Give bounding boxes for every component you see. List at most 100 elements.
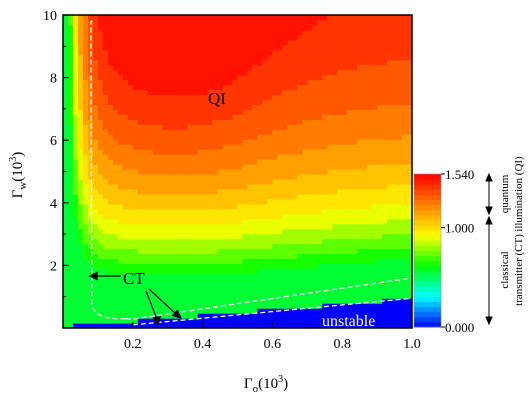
heat-cell (202, 273, 209, 279)
heat-cell (357, 298, 363, 304)
heat-cell (227, 144, 234, 150)
heat-cell (332, 39, 338, 46)
heat-cell (312, 298, 318, 304)
heat-cell (77, 39, 84, 46)
heat-cell (82, 169, 89, 175)
heat-cell (217, 169, 224, 175)
heat-cell (172, 49, 179, 56)
heat-cell (342, 109, 348, 115)
heat-cell (137, 19, 144, 26)
heat-cell (107, 178, 114, 185)
heat-cell (177, 238, 184, 245)
heat-cell (362, 173, 368, 180)
heat-cell (377, 24, 383, 31)
heat-cell (237, 323, 244, 328)
heat-cell (167, 278, 174, 284)
heat-cell (67, 114, 74, 120)
heat-cell (232, 24, 239, 31)
heat-cell (332, 248, 338, 255)
heat-cell (247, 213, 254, 220)
heat-cell (232, 149, 239, 155)
heat-cell (392, 149, 398, 155)
heat-cell (77, 19, 84, 26)
heat-cell (162, 159, 169, 165)
heat-cell (267, 193, 273, 200)
heat-cell (292, 263, 298, 269)
heat-cell (297, 173, 303, 180)
heat-cell (117, 313, 124, 319)
heat-cell (237, 109, 244, 115)
heat-cell (267, 159, 273, 165)
heat-cell (102, 164, 109, 170)
heat-cell (387, 19, 393, 26)
heat-cell (112, 154, 119, 160)
heat-cell (347, 24, 353, 31)
heat-cell (337, 89, 343, 96)
heat-cell (322, 89, 328, 96)
heat-cell (337, 188, 343, 195)
heat-cell (327, 218, 333, 225)
heat-cell (272, 24, 278, 31)
heat-cell (192, 149, 199, 155)
heat-cell (112, 243, 119, 250)
heat-cell (212, 173, 219, 180)
heat-cell (322, 313, 328, 319)
heat-cell (277, 104, 283, 110)
heat-cell (297, 24, 303, 31)
heat-cell (82, 64, 89, 71)
heat-cell (272, 39, 278, 46)
heat-cell (312, 154, 318, 160)
heat-cell (302, 248, 308, 255)
heat-cell (302, 238, 308, 245)
heat-cell (162, 109, 169, 115)
heat-cell (402, 303, 408, 309)
heat-cell (167, 94, 174, 101)
heat-cell (132, 94, 139, 101)
heat-cell (127, 323, 134, 328)
heat-cell (122, 74, 129, 81)
heat-cell (82, 218, 89, 225)
heat-cell (252, 164, 259, 170)
heat-cell (132, 159, 139, 165)
heat-cell (152, 119, 159, 125)
heat-cell (347, 129, 353, 135)
heat-cell (177, 19, 184, 26)
heat-cell (392, 19, 398, 26)
heat-cell (232, 44, 239, 51)
heat-cell (102, 49, 109, 56)
heat-cell (72, 99, 79, 106)
heat-cell (257, 278, 264, 284)
heat-cell (372, 303, 378, 309)
heat-cell (67, 253, 74, 260)
heat-cell (347, 139, 353, 145)
heat-cell (242, 24, 249, 31)
heat-cell (267, 59, 273, 66)
heat-cell (287, 79, 293, 86)
heat-cell (292, 84, 298, 91)
heat-cell (312, 44, 318, 51)
heat-cell (212, 124, 219, 130)
heat-cell (237, 154, 244, 160)
heat-cell (192, 124, 199, 130)
heat-cell (63, 208, 69, 215)
heat-cell (137, 213, 144, 220)
heat-cell (242, 15, 249, 21)
heat-cell (242, 74, 249, 81)
heat-cell (297, 15, 303, 21)
heat-cell (212, 203, 219, 210)
heat-cell (227, 134, 234, 140)
heat-cell (402, 173, 408, 180)
heat-cell (207, 29, 214, 36)
heat-cell (397, 193, 403, 200)
heat-cell (192, 188, 199, 195)
heat-cell (362, 74, 368, 81)
heat-cell (107, 104, 114, 110)
heat-cell (262, 273, 269, 279)
heat-cell (302, 139, 308, 145)
heat-cell (277, 233, 283, 240)
heat-cell (242, 134, 249, 140)
heat-cell (382, 109, 388, 115)
heat-cell (77, 119, 84, 125)
heat-cell (212, 218, 219, 225)
heat-cell (297, 178, 303, 185)
